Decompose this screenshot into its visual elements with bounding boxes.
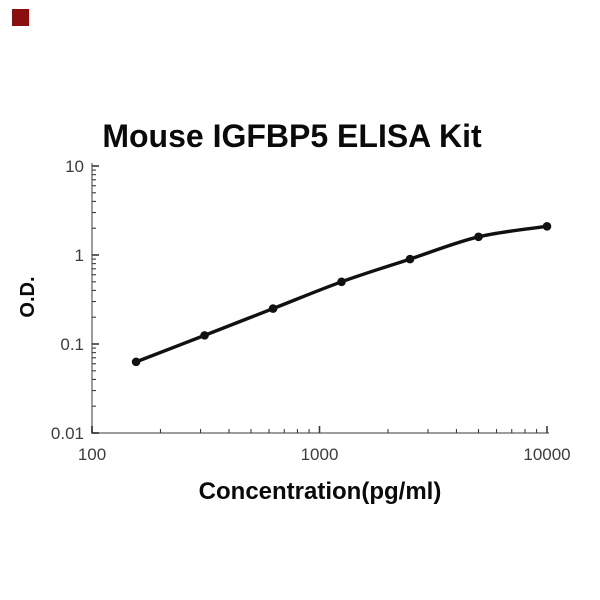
y-tick-label: 0.01 [51, 424, 84, 443]
data-point-marker [474, 232, 483, 242]
y-tick-label: 0.1 [60, 335, 84, 354]
x-axis-label: Concentration(pg/ml) [198, 478, 442, 505]
corner-color-swatch [12, 9, 29, 26]
y-tick-label: 1 [75, 246, 84, 265]
standard-curve-line [134, 224, 549, 364]
data-point-marker [200, 331, 209, 340]
x-tick-label: 100 [78, 445, 106, 464]
data-point-marker [542, 222, 552, 231]
x-tick-label: 10000 [523, 445, 570, 464]
x-tick-label: 1000 [301, 445, 339, 464]
chart-title: Mouse IGFBP5 ELISA Kit [102, 118, 482, 154]
data-point-marker [405, 254, 415, 264]
axis-spine [91, 163, 549, 434]
data-point-marker [268, 304, 278, 313]
y-tick-label: 10 [65, 157, 84, 176]
data-point-marker [337, 277, 346, 287]
data-point-marker [131, 357, 141, 367]
